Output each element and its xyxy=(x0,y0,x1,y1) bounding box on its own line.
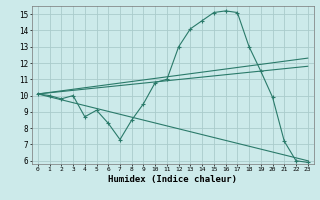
X-axis label: Humidex (Indice chaleur): Humidex (Indice chaleur) xyxy=(108,175,237,184)
